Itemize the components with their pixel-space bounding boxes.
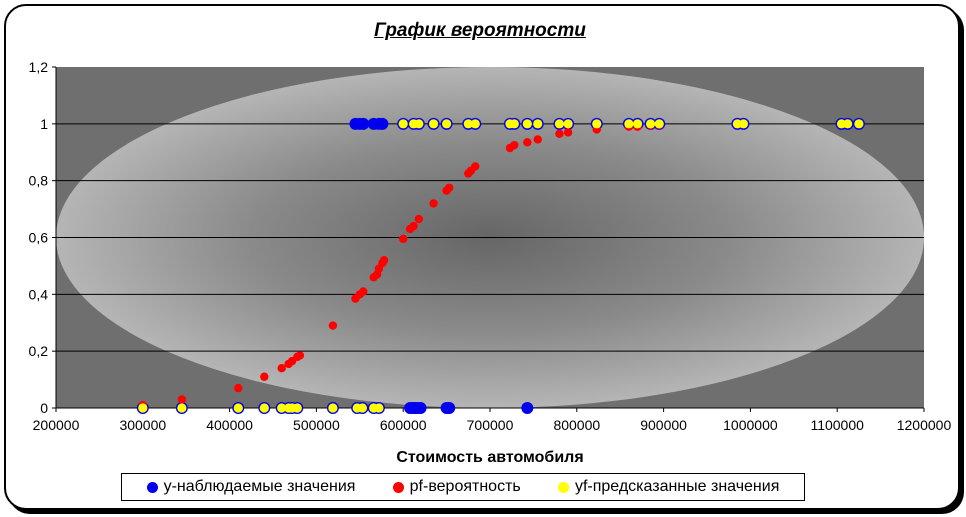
series-2-point [259,403,269,413]
series-2-point [470,119,480,129]
x-tick-label: 600000 [380,417,427,433]
series-2-point [554,119,565,129]
series-0-point [414,402,427,414]
legend-marker-predicted [557,481,569,493]
chart-title: График вероятности [374,20,586,41]
series-2-point [177,403,187,413]
series-2-point [357,403,368,413]
series-2-point [645,119,656,129]
series-2-point [843,119,853,129]
y-tick-label: 0,4 [29,286,49,302]
legend-label-probability: pf-вероятность [409,478,521,495]
x-tick-label: 400000 [206,417,253,433]
series-1-point [295,351,305,360]
legend-marker-observed [146,481,158,493]
series-2-point [233,403,243,413]
y-tick-label: 0,2 [29,343,49,359]
series-2-point [428,119,439,129]
series-2-point [398,119,408,129]
series-2-point [442,119,452,129]
x-tick-label: 300000 [119,417,166,433]
series-1-point [399,234,408,244]
y-tick-label: 0,6 [29,230,49,246]
x-tick-label: 200000 [33,417,80,433]
series-0-point [443,402,456,414]
series-2-point [738,119,749,129]
series-0-point [521,402,534,414]
series-2-point [654,119,664,129]
series-2-point [632,119,643,129]
series-2-point [414,119,424,129]
series-1-point [414,214,424,224]
x-axis-title: Стоимость автомобиля [396,449,584,466]
series-1-point [563,128,573,137]
series-1-point [177,395,187,404]
series-1-point [277,364,286,373]
series-2-point [277,403,287,413]
legend: y-наблюдаемые значения pf-вероятность yf… [121,473,805,501]
series-2-point [854,119,864,129]
series-1-point [510,140,519,150]
y-tick-label: 0,8 [29,173,49,189]
series-1-point [429,199,438,208]
series-1-point [555,129,564,138]
series-2-point [509,119,519,129]
x-tick-label: 800000 [553,417,600,433]
series-2-point [533,119,543,129]
legend-label-predicted: yf-предсказанные значения [574,478,780,495]
series-1-point [328,321,338,330]
series-1-point [379,256,389,265]
series-1-point [234,383,243,393]
x-tick-label: 700000 [467,417,514,433]
x-tick-label: 1100000 [810,417,864,433]
series-2-point [522,119,532,129]
x-tick-label: 1200000 [897,417,952,433]
legend-item-predicted: yf-предсказанные значения [557,478,780,496]
legend-label-observed: y-наблюдаемые значения [163,478,356,495]
x-tick-label: 500000 [293,417,340,433]
series-2-point [563,119,573,129]
series-1-point [523,138,532,147]
y-tick-label: 1 [40,116,48,132]
series-1-point [409,221,418,231]
series-2-point [624,119,634,129]
series-2-point [328,403,338,413]
legend-marker-probability [392,481,404,493]
series-2-point [292,403,302,413]
series-2-point [138,403,148,413]
legend-item-observed: y-наблюдаемые значения [146,478,356,496]
series-2-point [463,119,473,129]
y-tick-label: 1,2 [29,59,49,75]
series-1-point [359,287,368,296]
series-2-point [374,403,384,413]
series-0-point [376,117,389,130]
legend-item-probability: pf-вероятность [392,478,521,496]
series-1-point [260,372,269,381]
series-1-point [533,135,542,144]
x-tick-label: 900000 [640,417,687,433]
series-1-point [471,162,480,171]
series-2-point [592,119,602,129]
x-tick-label: 1000000 [723,417,778,433]
series-1-point [445,183,454,192]
y-tick-label: 0 [40,400,48,416]
series-0-point [357,117,370,130]
